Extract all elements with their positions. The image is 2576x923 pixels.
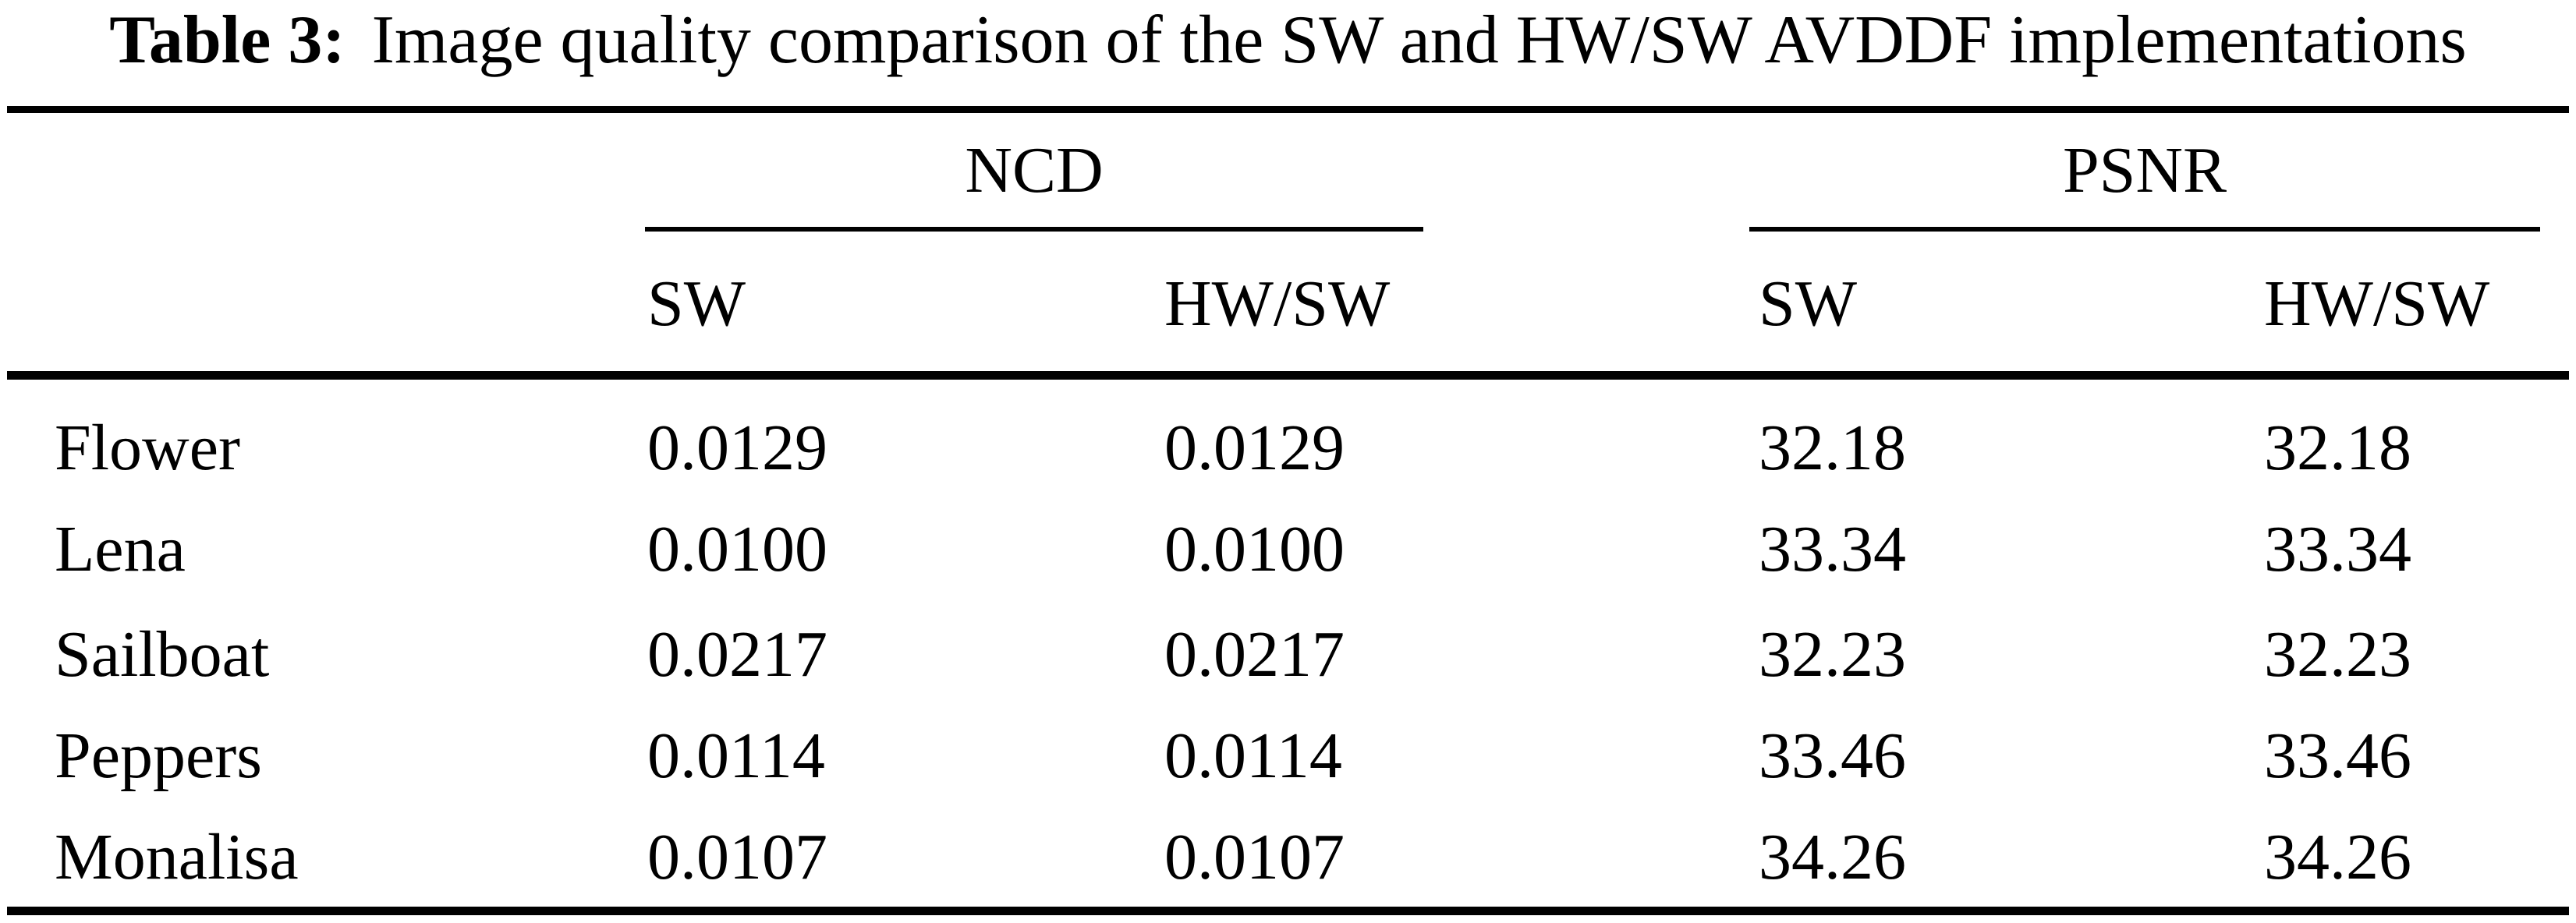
cell: 0.0107: [647, 821, 827, 893]
row-label: Monalisa: [55, 821, 299, 893]
group-header-psnr: PSNR: [2062, 134, 2227, 207]
top-rule: [7, 106, 2569, 113]
cell: 34.26: [1759, 821, 1906, 893]
cell: 0.0107: [1164, 821, 1345, 893]
cell: 32.18: [1759, 412, 1906, 484]
cell: 32.23: [2264, 618, 2411, 691]
cell: 33.34: [2264, 513, 2411, 585]
cell: 33.46: [2264, 720, 2411, 792]
cell: 0.0100: [647, 513, 827, 585]
col-header-ncd-hwsw: HW/SW: [1164, 267, 1391, 340]
cell: 32.23: [1759, 618, 1906, 691]
cell: 0.0217: [647, 618, 827, 691]
col-header-psnr-sw: SW: [1759, 267, 1857, 340]
table-caption-number: Table 3:: [109, 2, 345, 78]
cell: 33.46: [1759, 720, 1906, 792]
bottom-rule: [7, 907, 2569, 915]
group-header-ncd: NCD: [965, 134, 1104, 207]
mid-rule: [7, 371, 2569, 380]
row-label: Peppers: [55, 720, 262, 792]
cell: 34.26: [2264, 821, 2411, 893]
ncd-underline: [645, 227, 1423, 232]
cell: 0.0114: [1164, 720, 1342, 792]
cell: 0.0100: [1164, 513, 1345, 585]
row-label: Lena: [55, 513, 186, 585]
cell: 0.0114: [647, 720, 825, 792]
cell: 0.0217: [1164, 618, 1345, 691]
psnr-underline: [1749, 227, 2540, 232]
row-label: Flower: [55, 412, 240, 484]
row-label: Sailboat: [55, 618, 270, 691]
cell: 32.18: [2264, 412, 2411, 484]
col-header-ncd-sw: SW: [647, 267, 746, 340]
cell: 0.0129: [647, 412, 827, 484]
col-header-psnr-hwsw: HW/SW: [2264, 267, 2490, 340]
table-caption: Table 3: Image quality comparison of the …: [0, 0, 2576, 81]
cell: 33.34: [1759, 513, 1906, 585]
table-caption-text: Image quality comparison of the SW and H…: [371, 2, 2467, 78]
cell: 0.0129: [1164, 412, 1345, 484]
